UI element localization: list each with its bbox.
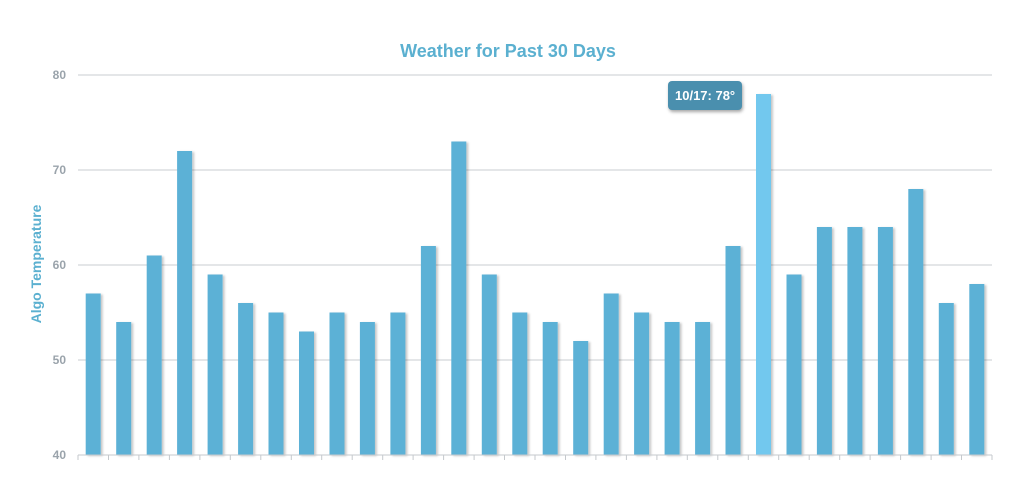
- bar[interactable]: [146, 255, 162, 456]
- bar[interactable]: [268, 312, 284, 456]
- bar[interactable]: [359, 322, 375, 455]
- y-tick-label: 60: [53, 258, 67, 272]
- bar[interactable]: [390, 312, 406, 456]
- y-tick-label: 70: [53, 163, 67, 177]
- bar[interactable]: [603, 293, 619, 456]
- y-axis-ticks: 40 50 60 70 80: [53, 68, 67, 462]
- x-axis-tick-marks: [77, 455, 993, 460]
- bar[interactable]: [573, 341, 589, 455]
- y-tick-label: 40: [53, 448, 67, 462]
- bar[interactable]: [695, 322, 711, 455]
- bar[interactable]: [329, 312, 345, 456]
- bar[interactable]: [420, 246, 436, 455]
- bar[interactable]: [481, 274, 497, 456]
- bar[interactable]: [786, 274, 802, 456]
- bar[interactable]: [816, 227, 832, 455]
- bar[interactable]: [725, 246, 741, 455]
- bar[interactable]: [238, 303, 254, 455]
- bar[interactable]: [969, 284, 985, 455]
- chart-title: Weather for Past 30 Days: [400, 41, 616, 61]
- y-tick-label: 80: [53, 68, 67, 82]
- bar[interactable]: [116, 322, 132, 455]
- bars: [85, 94, 985, 456]
- bar[interactable]: [634, 312, 650, 456]
- gridlines: [78, 74, 992, 361]
- y-tick-label: 50: [53, 353, 67, 367]
- bar[interactable]: [908, 189, 924, 455]
- bar[interactable]: [451, 141, 467, 456]
- bar[interactable]: [877, 227, 893, 455]
- y-axis-label: Algo Temperature: [28, 204, 44, 323]
- bar[interactable]: [938, 303, 954, 455]
- bar[interactable]: [847, 227, 863, 455]
- bar-tooltip: 10/17: 78°: [668, 81, 743, 110]
- bar[interactable]: [177, 151, 193, 455]
- bar[interactable]: [299, 331, 314, 456]
- bar[interactable]: [512, 312, 528, 456]
- bar-highlighted[interactable]: [756, 94, 771, 455]
- bar[interactable]: [542, 322, 558, 455]
- bar[interactable]: [664, 322, 680, 455]
- bar[interactable]: [85, 293, 101, 456]
- bar[interactable]: [207, 274, 223, 456]
